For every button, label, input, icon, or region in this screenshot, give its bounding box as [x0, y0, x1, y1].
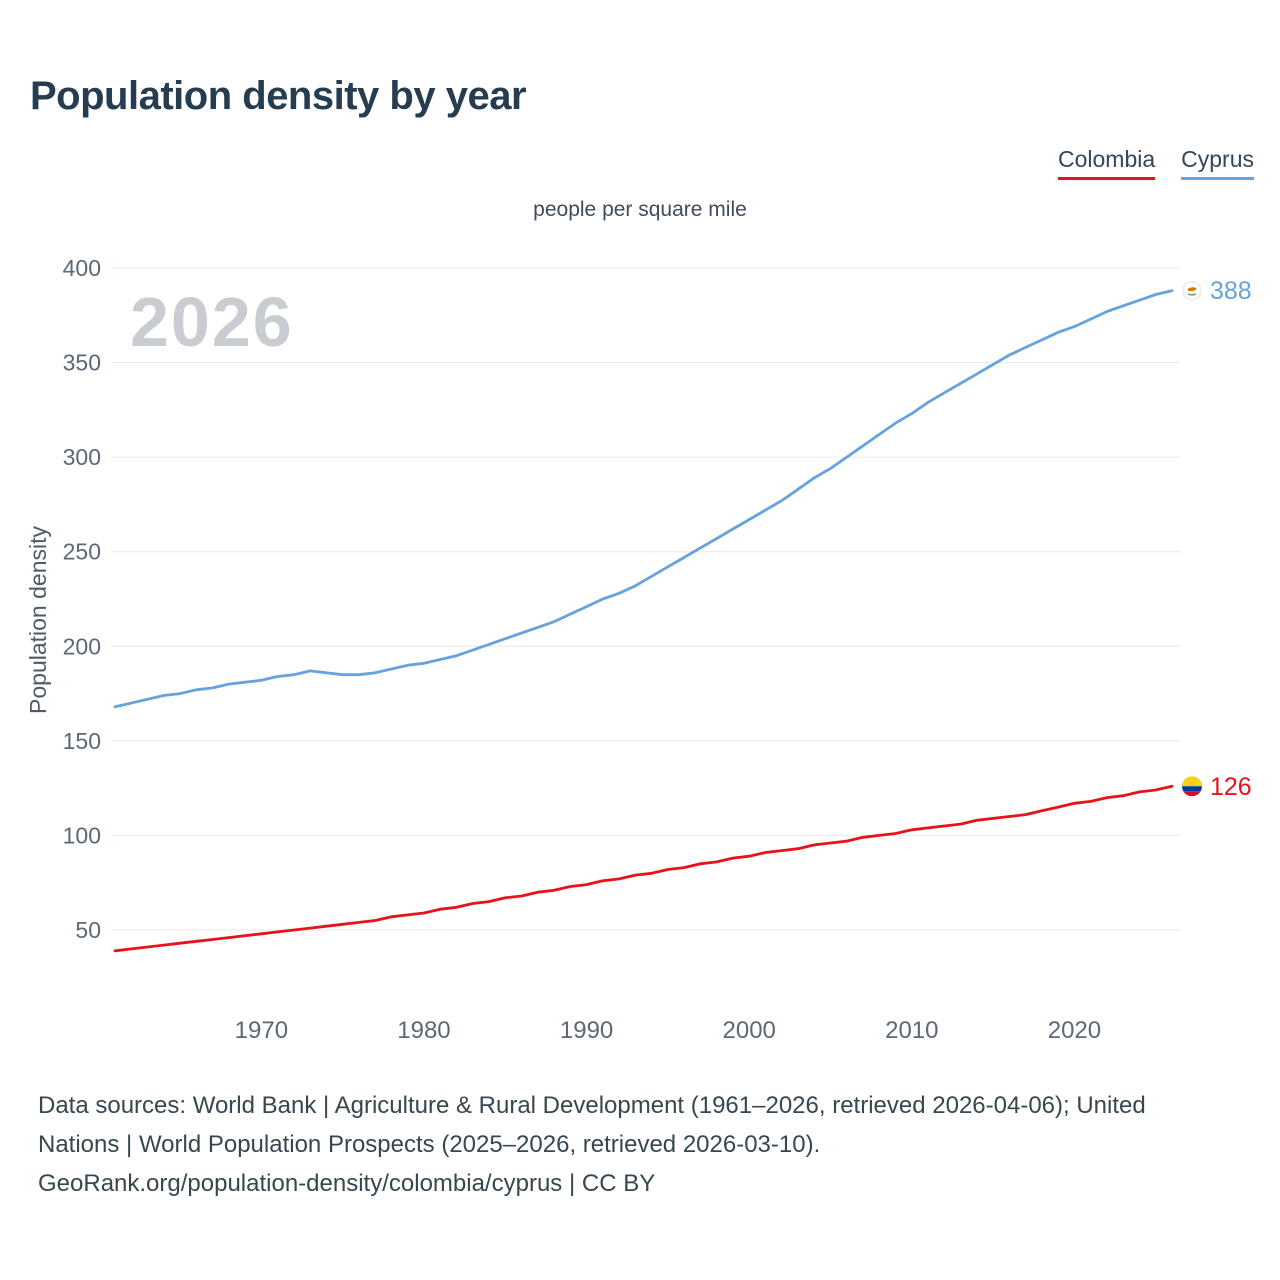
chart-area: 50 100 150 200 250 300 350 400 1970 1980 1990 2000 2… — [0, 240, 1280, 1055]
y-tick-label-100: 100 — [63, 822, 101, 848]
attribution-url-line: GeoRank.org/population-density/colombia/… — [38, 1170, 656, 1197]
data-sources-line1: Data sources: World Bank | Agriculture &… — [38, 1092, 1146, 1119]
colombia-flag-icon — [1182, 776, 1202, 797]
legend-item-colombia[interactable]: Colombia — [1057, 146, 1156, 180]
data-sources-line2: Nations | World Population Prospects (20… — [38, 1131, 821, 1158]
x-tick-label-2010: 2010 — [885, 1017, 938, 1044]
population-density-chart: 50 100 150 200 250 300 350 400 1970 1980 1990 2000 2… — [25, 255, 1252, 1044]
y-axis-label: Population density — [25, 526, 51, 714]
y-tick-label-400: 400 — [63, 255, 101, 281]
watermark-year: 2026 — [130, 283, 294, 361]
cyprus-flag-icon — [1182, 281, 1202, 301]
chart-subtitle: people per square mile — [533, 198, 747, 221]
series-line-cyprus — [113, 289, 1174, 709]
end-value-label-cyprus: 388 — [1210, 277, 1252, 305]
series-line-colombia — [113, 784, 1174, 953]
x-tick-label-2000: 2000 — [723, 1017, 776, 1044]
y-tick-label-50: 50 — [75, 917, 101, 943]
y-tick-label-300: 300 — [63, 444, 101, 470]
legend-item-cyprus[interactable]: Cyprus — [1181, 146, 1254, 180]
end-value-label-colombia: 126 — [1210, 773, 1252, 801]
x-tick-label-2020: 2020 — [1048, 1017, 1101, 1044]
y-tick-label-150: 150 — [63, 728, 101, 754]
chart-legend: Colombia Cyprus — [1057, 146, 1254, 180]
footer: Data sources: World Bank | Agriculture &… — [38, 1086, 1146, 1203]
x-tick-label-1990: 1990 — [560, 1017, 613, 1044]
y-tick-label-250: 250 — [63, 539, 101, 565]
y-tick-label-200: 200 — [63, 633, 101, 659]
x-tick-label-1970: 1970 — [235, 1017, 288, 1044]
page-title: Population density by year — [30, 74, 527, 118]
x-tick-label-1980: 1980 — [397, 1017, 450, 1044]
y-tick-label-350: 350 — [63, 350, 101, 376]
